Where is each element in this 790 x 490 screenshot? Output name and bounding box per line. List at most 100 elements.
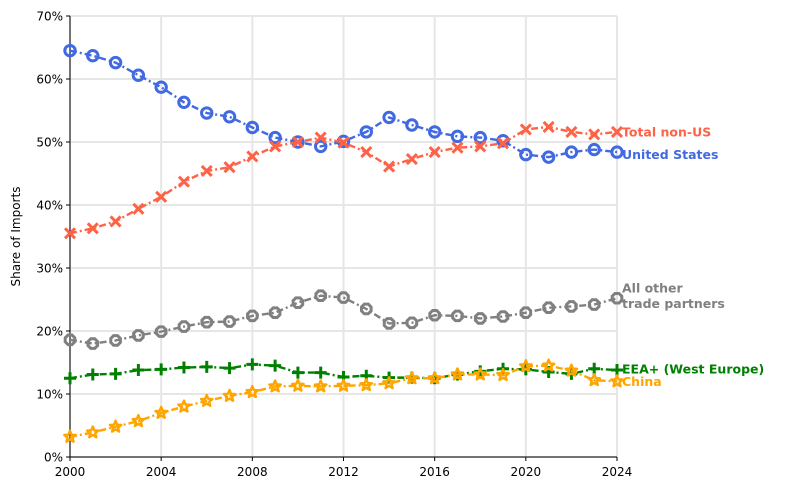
data-point-united-states — [154, 80, 168, 94]
data-point-total-non-us — [291, 135, 304, 149]
x-tick-label: 2012 — [328, 465, 359, 479]
data-point-all-other-trade-partners — [587, 298, 601, 311]
data-point-eea-west-europe — [132, 364, 145, 377]
data-point-united-states — [268, 130, 282, 145]
series-total-non-us — [63, 120, 624, 240]
data-point-china — [473, 367, 488, 381]
y-tick-label: 30% — [36, 262, 63, 276]
data-point-united-states — [473, 130, 487, 145]
data-point-all-other-trade-partners — [154, 325, 168, 338]
data-point-united-states — [222, 110, 237, 124]
data-point-eea-west-europe — [64, 372, 76, 385]
data-point-china — [359, 377, 374, 392]
data-point-all-other-trade-partners — [359, 302, 373, 316]
data-point-total-non-us — [223, 161, 236, 174]
series-china — [63, 358, 624, 443]
data-point-total-non-us — [63, 227, 77, 240]
data-point-china — [291, 378, 305, 392]
data-point-united-states — [382, 110, 396, 125]
y-tick-label: 60% — [36, 73, 63, 87]
data-point-all-other-trade-partners — [451, 309, 464, 323]
data-point-all-other-trade-partners — [337, 291, 350, 304]
series-united-states — [63, 43, 624, 164]
series-label-total-non-us: Total non-US — [622, 124, 711, 139]
data-point-all-other-trade-partners — [223, 315, 236, 328]
data-point-china — [610, 374, 624, 388]
data-point-total-non-us — [246, 150, 259, 163]
data-point-all-other-trade-partners — [565, 300, 578, 313]
data-point-all-other-trade-partners — [542, 301, 555, 314]
data-point-united-states — [86, 48, 100, 63]
data-point-china — [268, 379, 283, 393]
data-point-eea-west-europe — [86, 368, 99, 381]
data-point-united-states — [519, 147, 533, 162]
data-point-united-states — [587, 142, 601, 157]
data-point-all-other-trade-partners — [200, 315, 214, 329]
data-point-united-states — [427, 125, 442, 139]
series-label-all-other-trade-partners: All other trade partners — [622, 280, 725, 311]
data-point-china — [541, 358, 556, 372]
axes: 0% 10% 20% 30% 40% 50% 60% 70% 2000 2004 2008 2012 2… — [36, 10, 632, 480]
data-point-total-non-us — [337, 136, 350, 149]
data-point-eea-west-europe — [314, 366, 327, 379]
data-point-total-non-us — [428, 146, 441, 159]
data-point-eea-west-europe — [223, 362, 236, 375]
data-point-total-non-us — [177, 175, 191, 188]
data-point-china — [199, 393, 214, 407]
data-point-united-states — [359, 125, 373, 139]
data-point-china — [404, 371, 419, 385]
data-point-china — [427, 371, 442, 385]
x-tick-label: 2000 — [55, 465, 86, 479]
series-all-other-trade-partners — [63, 289, 624, 350]
data-point-eea-west-europe — [611, 364, 623, 377]
data-point-eea-west-europe — [177, 361, 190, 374]
data-point-total-non-us — [314, 131, 327, 144]
data-point-all-other-trade-partners — [473, 312, 487, 325]
x-tick-label: 2004 — [146, 465, 177, 479]
x-tick-label: 2024 — [602, 465, 633, 479]
data-point-all-other-trade-partners — [519, 306, 533, 320]
data-point-united-states — [108, 55, 123, 70]
data-point-china — [518, 359, 533, 373]
data-point-total-non-us — [588, 128, 601, 141]
data-point-all-other-trade-partners — [63, 333, 77, 347]
grid — [69, 15, 618, 458]
data-point-united-states — [177, 95, 191, 110]
data-point-united-states — [131, 68, 146, 82]
data-point-eea-west-europe — [109, 367, 122, 380]
data-point-united-states — [450, 129, 465, 144]
y-tick-label: 20% — [36, 325, 63, 339]
data-point-united-states — [245, 120, 260, 135]
data-point-china — [313, 379, 328, 393]
data-point-all-other-trade-partners — [382, 317, 396, 330]
data-point-total-non-us — [565, 125, 578, 138]
series-label-eea-west-europe: EEA+ (West Europe) — [622, 361, 764, 376]
data-point-total-non-us — [519, 123, 532, 136]
data-point-china — [154, 405, 169, 419]
data-point-united-states — [200, 106, 214, 120]
data-point-united-states — [610, 145, 624, 159]
data-point-all-other-trade-partners — [405, 316, 419, 330]
data-point-united-states — [564, 145, 579, 159]
series-label-united-states: United States — [622, 147, 718, 162]
data-point-total-non-us — [542, 120, 555, 133]
data-point-total-non-us — [451, 141, 464, 154]
data-point-all-other-trade-partners — [291, 296, 305, 309]
data-point-total-non-us — [405, 152, 418, 166]
data-point-china — [336, 378, 351, 392]
data-point-united-states — [541, 150, 556, 164]
data-point-eea-west-europe — [291, 366, 304, 379]
series-label-china: China — [622, 374, 662, 389]
data-point-united-states — [314, 139, 328, 154]
data-point-total-non-us — [86, 222, 99, 235]
data-point-eea-west-europe — [269, 359, 282, 372]
data-point-eea-west-europe — [246, 358, 259, 371]
y-tick-label: 70% — [36, 10, 63, 24]
data-point-china — [177, 399, 191, 413]
data-point-china — [63, 429, 77, 443]
data-point-all-other-trade-partners — [496, 310, 510, 323]
data-point-china — [245, 384, 260, 399]
data-point-all-other-trade-partners — [610, 291, 624, 305]
series-group — [63, 43, 624, 443]
